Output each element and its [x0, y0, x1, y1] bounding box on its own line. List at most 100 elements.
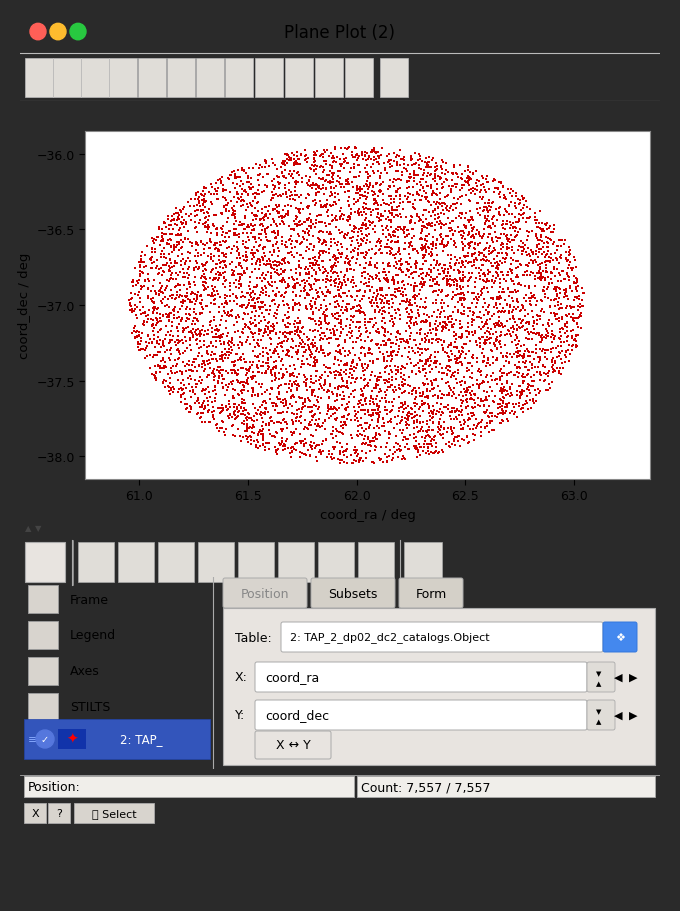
Point — [417, 249, 428, 263]
Point — [558, 335, 569, 350]
Point — [265, 219, 276, 233]
FancyBboxPatch shape — [255, 662, 587, 692]
Point — [503, 355, 514, 370]
Point — [346, 363, 357, 377]
Point — [280, 319, 291, 333]
Point — [165, 227, 175, 241]
Point — [292, 407, 303, 422]
Point — [322, 404, 333, 419]
FancyBboxPatch shape — [315, 59, 343, 98]
Point — [473, 288, 484, 302]
Point — [219, 259, 230, 273]
Point — [258, 342, 269, 356]
Point — [458, 266, 469, 281]
Point — [328, 172, 339, 187]
Point — [316, 343, 326, 358]
Point — [432, 425, 443, 440]
Point — [469, 253, 480, 268]
Point — [462, 171, 473, 186]
Point — [345, 165, 356, 179]
Point — [482, 301, 493, 315]
Point — [371, 146, 381, 160]
Point — [481, 213, 492, 228]
Point — [556, 251, 566, 266]
Point — [284, 326, 294, 341]
Point — [331, 214, 342, 229]
Point — [328, 326, 339, 341]
Point — [290, 180, 301, 195]
Point — [474, 247, 485, 261]
Point — [349, 170, 360, 185]
Point — [403, 241, 414, 255]
Point — [477, 301, 488, 315]
Point — [330, 143, 341, 158]
Point — [298, 369, 309, 384]
Point — [432, 159, 443, 174]
Point — [452, 220, 463, 235]
Point — [399, 220, 410, 235]
Point — [379, 330, 390, 344]
Point — [286, 200, 296, 214]
Point — [200, 200, 211, 215]
Point — [382, 333, 393, 348]
Point — [309, 323, 320, 338]
Point — [467, 249, 478, 263]
Point — [211, 421, 222, 435]
Point — [357, 270, 368, 284]
Point — [377, 302, 388, 316]
Point — [309, 376, 320, 391]
Point — [443, 323, 454, 338]
Point — [306, 282, 317, 297]
Point — [168, 330, 179, 344]
Point — [218, 381, 228, 395]
Point — [441, 437, 452, 452]
Point — [451, 166, 462, 180]
Point — [241, 186, 252, 200]
Point — [541, 328, 551, 343]
Point — [275, 256, 286, 271]
Point — [371, 202, 381, 217]
Point — [136, 343, 147, 357]
Point — [209, 363, 220, 377]
Point — [228, 400, 239, 415]
Point — [482, 175, 493, 189]
Point — [496, 416, 507, 431]
Point — [215, 349, 226, 363]
Point — [457, 167, 468, 181]
Point — [282, 149, 292, 164]
Point — [353, 304, 364, 319]
Point — [235, 350, 246, 364]
Point — [156, 261, 167, 276]
Point — [189, 275, 200, 290]
Point — [419, 163, 430, 178]
Point — [464, 256, 475, 271]
Point — [318, 160, 328, 175]
Point — [410, 260, 421, 274]
Point — [405, 215, 416, 230]
Point — [343, 200, 354, 214]
Point — [400, 242, 411, 257]
Point — [155, 234, 166, 249]
Point — [146, 231, 157, 246]
Point — [197, 354, 208, 369]
Point — [487, 231, 498, 246]
Point — [456, 287, 466, 302]
Point — [564, 281, 575, 296]
Point — [388, 173, 399, 188]
Point — [481, 371, 492, 385]
Point — [445, 217, 456, 231]
Point — [148, 333, 159, 347]
Point — [477, 170, 488, 185]
Point — [182, 267, 192, 281]
Point — [237, 261, 248, 276]
Point — [290, 201, 301, 216]
Point — [135, 255, 146, 270]
Point — [470, 327, 481, 342]
Point — [324, 361, 335, 375]
Point — [445, 309, 456, 323]
Point — [415, 440, 426, 455]
Point — [279, 276, 290, 291]
Point — [227, 207, 238, 221]
Point — [324, 274, 335, 289]
Point — [320, 415, 330, 429]
